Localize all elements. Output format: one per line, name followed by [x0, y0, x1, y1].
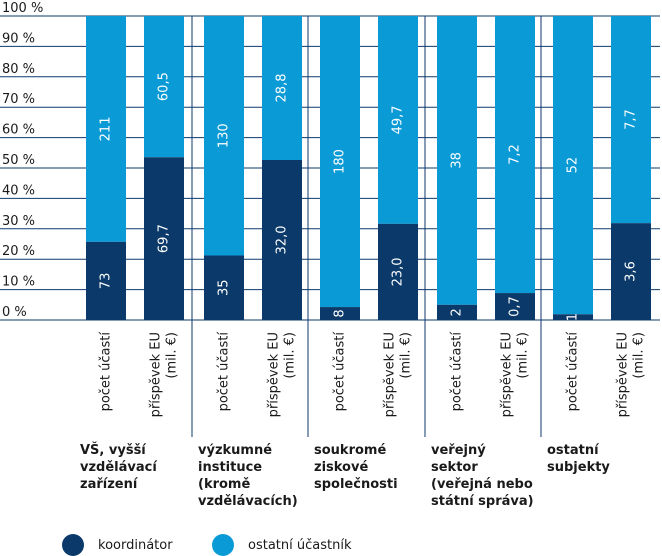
data-label-koordinator: 73 — [99, 273, 114, 290]
bar-segment-ostatni — [262, 16, 302, 160]
group-label: ostatní subjekty — [547, 443, 610, 475]
x-category-label: příspěvek EU — [500, 332, 515, 417]
data-label-koordinator: 8 — [333, 309, 348, 317]
bar-segment-koordinator — [437, 304, 477, 320]
bar-segment-koordinator — [611, 223, 651, 320]
bar-segment-ostatni — [437, 16, 477, 305]
data-label-ostatni: 130 — [217, 123, 232, 148]
y-tick-label: 20 % — [2, 244, 35, 259]
data-label-ostatni: 60,5 — [157, 72, 172, 101]
bar-segment-ostatni — [611, 16, 651, 224]
data-label-ostatni: 28,8 — [275, 74, 290, 103]
y-tick-label: 70 % — [2, 92, 35, 107]
legend-swatch-ostatni — [212, 534, 234, 556]
x-category-label: počet účastí — [99, 332, 114, 412]
group-label: výzkumné instituce (kromě vzdělávacích) — [198, 443, 298, 509]
x-category-label: počet účastí — [217, 332, 232, 412]
data-label-koordinator: 0,7 — [508, 296, 523, 317]
data-label-koordinator: 32,0 — [275, 226, 290, 255]
data-label-ostatni: 7,2 — [508, 144, 523, 165]
x-category-label: příspěvek EU — [383, 332, 398, 417]
x-category-label: příspěvek EU — [267, 332, 282, 417]
bar-segment-ostatni — [144, 16, 184, 158]
data-label-koordinator: 1 — [566, 313, 581, 321]
x-category-label: příspěvek EU — [149, 332, 164, 417]
y-tick-label: 10 % — [2, 275, 35, 290]
data-label-ostatni: 211 — [99, 117, 114, 142]
x-category-label: příspěvek EU — [616, 332, 631, 417]
x-category-label: (mil. €) — [283, 332, 298, 379]
y-tick-label: 50 % — [2, 153, 35, 168]
bar-segment-ostatni — [320, 16, 360, 308]
bar-segment-ostatni — [378, 16, 418, 224]
data-label-koordinator: 35 — [217, 279, 232, 296]
bar-segment-koordinator — [204, 255, 244, 320]
bar-segment-koordinator — [378, 223, 418, 320]
y-tick-label: 30 % — [2, 214, 35, 229]
y-tick-label: 40 % — [2, 183, 35, 198]
data-label-ostatni: 52 — [566, 157, 581, 174]
bar-segment-ostatni — [86, 16, 126, 242]
data-label-koordinator: 69,7 — [157, 224, 172, 253]
data-label-ostatni: 49,7 — [391, 105, 406, 134]
bar-segment-ostatni — [553, 16, 593, 315]
legend-item-koordinator: koordinátor — [62, 534, 173, 556]
group-label: veřejný sektor (veřejná nebo státní sprá… — [431, 443, 534, 509]
legend-label-koordinator: koordinátor — [98, 537, 173, 553]
bar-segment-koordinator — [495, 293, 535, 320]
bar-segment-ostatni — [204, 16, 244, 256]
bar-segment-ostatni — [495, 16, 535, 294]
x-category-label: (mil. €) — [399, 332, 414, 379]
y-tick-label: 80 % — [2, 62, 35, 77]
group-label: VŠ, vyšší vzdělávací zařízení — [80, 443, 157, 492]
bar-segment-koordinator — [553, 314, 593, 320]
legend-label-ostatni: ostatní účastník — [248, 537, 352, 553]
y-tick-label: 100 % — [2, 1, 43, 16]
legend-swatch-koordinator — [62, 534, 84, 556]
legend-item-ostatni: ostatní účastník — [212, 534, 351, 556]
x-category-label: (mil. €) — [516, 332, 531, 379]
data-label-ostatni: 38 — [450, 152, 465, 169]
data-label-koordinator: 2 — [450, 308, 465, 316]
group-label: soukromé ziskové společnosti — [314, 443, 398, 492]
bar-segment-koordinator — [262, 160, 302, 320]
data-label-ostatni: 7,7 — [624, 109, 639, 130]
y-tick-label: 60 % — [2, 123, 35, 138]
x-category-label: počet účastí — [333, 332, 348, 412]
x-category-label: (mil. €) — [165, 332, 180, 379]
x-category-label: počet účastí — [450, 332, 465, 412]
data-label-ostatni: 180 — [333, 149, 348, 174]
y-tick-label: 0 % — [2, 305, 27, 320]
y-tick-label: 90 % — [2, 31, 35, 46]
bar-segment-koordinator — [86, 241, 126, 320]
x-category-label: počet účastí — [566, 332, 581, 412]
bar-segment-koordinator — [144, 157, 184, 320]
x-category-label: (mil. €) — [632, 332, 647, 379]
data-label-koordinator: 23,0 — [391, 257, 406, 286]
bar-segment-koordinator — [320, 307, 360, 320]
data-label-koordinator: 3,6 — [624, 261, 639, 282]
